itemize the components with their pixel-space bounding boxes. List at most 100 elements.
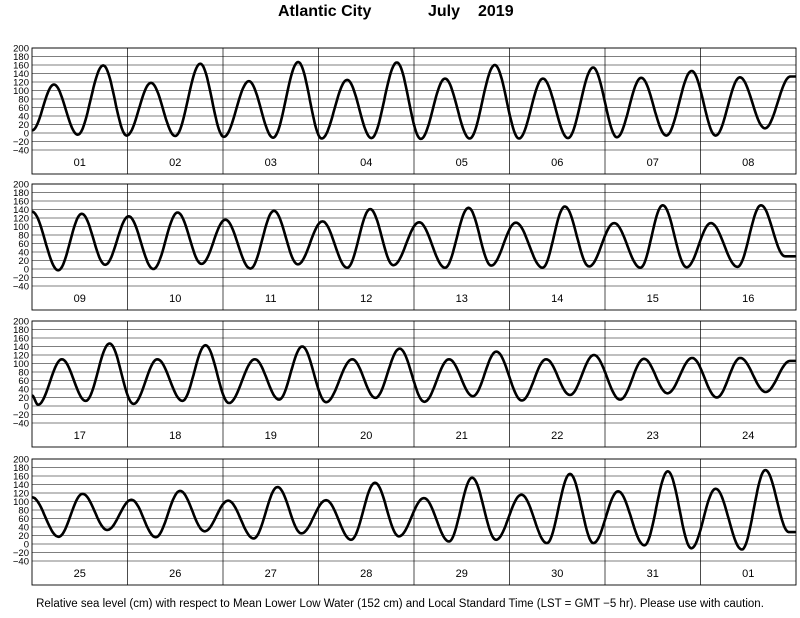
y-tick-label: 200 xyxy=(13,44,29,55)
y-tick-label: 200 xyxy=(13,317,29,328)
day-label: 08 xyxy=(742,157,754,169)
y-tick-label: 0 xyxy=(24,540,29,551)
y-tick-label: 0 xyxy=(24,402,29,413)
y-tick-label: 100 xyxy=(13,359,29,370)
day-label: 17 xyxy=(74,430,86,442)
y-tick-label: 200 xyxy=(13,455,29,466)
y-tick-label: 80 xyxy=(18,95,29,106)
plot-frame xyxy=(31,458,797,586)
y-tick-label: 140 xyxy=(13,342,29,353)
day-label: 23 xyxy=(647,430,659,442)
tide-curve xyxy=(31,204,797,272)
y-tick-label: 20 xyxy=(18,256,29,267)
day-label: 10 xyxy=(169,293,181,305)
day-label: 12 xyxy=(360,293,372,305)
y-tick-label: −40 xyxy=(13,146,29,157)
day-label: 06 xyxy=(551,157,563,169)
y-tick-label: 40 xyxy=(18,248,29,259)
y-tick-label: 160 xyxy=(13,197,29,208)
y-tick-label: −40 xyxy=(13,419,29,430)
y-tick-label: 80 xyxy=(18,368,29,379)
day-label: 21 xyxy=(456,430,468,442)
y-tick-label: 180 xyxy=(13,325,29,336)
day-label: 31 xyxy=(647,568,659,580)
y-tick-label: 100 xyxy=(13,222,29,233)
day-label: 04 xyxy=(360,157,372,169)
day-label: 09 xyxy=(74,293,86,305)
y-tick-label: 40 xyxy=(18,385,29,396)
year-label: 2019 xyxy=(478,3,514,20)
day-label: 27 xyxy=(265,568,277,580)
day-label: 18 xyxy=(169,430,181,442)
y-tick-label: 20 xyxy=(18,120,29,131)
day-label: 01 xyxy=(742,568,754,580)
day-label: 05 xyxy=(456,157,468,169)
day-label: 19 xyxy=(265,430,277,442)
y-tick-label: 160 xyxy=(13,472,29,483)
y-tick-label: 80 xyxy=(18,231,29,242)
day-label: 28 xyxy=(360,568,372,580)
y-tick-label: 140 xyxy=(13,480,29,491)
tide-curve xyxy=(31,468,797,551)
plot-frame xyxy=(31,320,797,448)
day-label: 29 xyxy=(456,568,468,580)
y-tick-label: 40 xyxy=(18,112,29,123)
y-tick-label: 200 xyxy=(13,180,29,191)
y-tick-label: 120 xyxy=(13,78,29,89)
day-label: 01 xyxy=(74,157,86,169)
y-tick-label: 140 xyxy=(13,205,29,216)
y-tick-label: 0 xyxy=(24,129,29,140)
y-tick-label: −40 xyxy=(13,557,29,568)
day-label: 30 xyxy=(551,568,563,580)
y-tick-label: 180 xyxy=(13,52,29,63)
y-tick-label: 40 xyxy=(18,523,29,534)
day-label: 07 xyxy=(647,157,659,169)
day-label: 16 xyxy=(742,293,754,305)
day-label: 11 xyxy=(265,293,276,305)
y-tick-label: −20 xyxy=(13,137,29,148)
chart-title: Atlantic City July 2019 xyxy=(0,3,800,29)
y-tick-label: −20 xyxy=(13,410,29,421)
y-tick-label: −20 xyxy=(13,548,29,559)
y-tick-label: 60 xyxy=(18,376,29,387)
y-tick-label: −20 xyxy=(13,273,29,284)
tide-curve xyxy=(31,342,797,407)
day-label: 13 xyxy=(456,293,468,305)
day-label: 02 xyxy=(169,157,181,169)
y-tick-label: 60 xyxy=(18,239,29,250)
y-tick-label: 160 xyxy=(13,61,29,72)
y-tick-label: 100 xyxy=(13,497,29,508)
y-tick-label: 20 xyxy=(18,393,29,404)
y-tick-label: 140 xyxy=(13,69,29,80)
y-tick-label: 120 xyxy=(13,489,29,500)
day-label: 15 xyxy=(647,293,659,305)
y-tick-label: 120 xyxy=(13,351,29,362)
y-tick-label: 120 xyxy=(13,214,29,225)
y-tick-label: −40 xyxy=(13,282,29,293)
plot-frame xyxy=(31,47,797,175)
day-label: 14 xyxy=(551,293,563,305)
station-name: Atlantic City xyxy=(278,3,372,20)
y-tick-label: 0 xyxy=(24,265,29,276)
y-tick-label: 160 xyxy=(13,334,29,345)
y-tick-label: 20 xyxy=(18,531,29,542)
y-tick-label: 180 xyxy=(13,463,29,474)
day-label: 25 xyxy=(74,568,86,580)
tide-curve xyxy=(31,60,797,141)
day-label: 24 xyxy=(742,430,754,442)
day-label: 20 xyxy=(360,430,372,442)
footer-note: Relative sea level (cm) with respect to … xyxy=(36,598,764,610)
y-tick-label: 60 xyxy=(18,514,29,525)
y-tick-label: 180 xyxy=(13,188,29,199)
month-label: July xyxy=(428,3,461,20)
y-tick-label: 60 xyxy=(18,103,29,114)
y-tick-label: 80 xyxy=(18,506,29,517)
day-label: 22 xyxy=(551,430,563,442)
day-label: 03 xyxy=(265,157,277,169)
plot-frame xyxy=(31,183,797,311)
